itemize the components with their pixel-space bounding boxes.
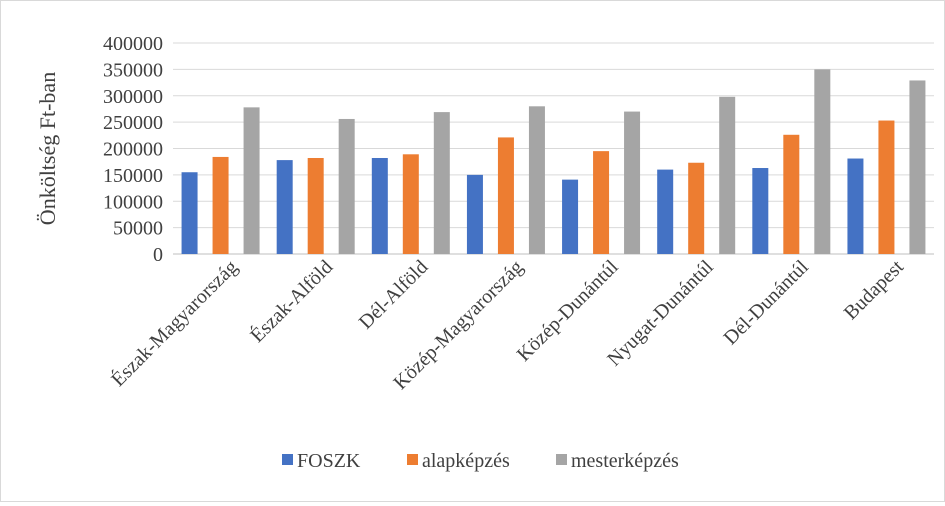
y-tick-label: 150000: [103, 165, 163, 187]
bar-alapkepzes: [878, 120, 895, 254]
bar-alapkepzes: [593, 151, 610, 254]
y-tick-label: 100000: [103, 191, 163, 213]
bar-foszk: [657, 169, 674, 254]
bar-alapkepzes: [783, 134, 800, 254]
bar-alapkepzes: [497, 137, 514, 254]
legend-label: mesterképzés: [571, 450, 679, 472]
bar-mesterkepzes: [624, 111, 641, 254]
bar-mesterkepzes: [243, 107, 260, 254]
x-category-label: Észak-Magyarország: [106, 255, 242, 391]
x-category-labels: Észak-Magyarország Észak-Alföld Dél-Alföld…: [106, 255, 908, 394]
bar-mesterkepzes: [909, 80, 926, 254]
bar-mesterkepzes: [433, 112, 450, 254]
bar-foszk: [181, 172, 198, 254]
y-tick-label: 350000: [103, 59, 163, 81]
y-axis-title: Önköltség Ft-ban: [35, 72, 60, 225]
y-tick-label: 400000: [103, 33, 163, 55]
bar-foszk: [371, 157, 388, 254]
y-tick-label: 200000: [103, 139, 163, 161]
legend-label: FOSZK: [297, 450, 361, 472]
gridlines: [173, 42, 934, 255]
legend-swatch: [407, 454, 418, 465]
bar-alapkepzes: [402, 154, 419, 254]
y-tick-label: 50000: [113, 218, 163, 240]
bar-alapkepzes: [212, 156, 229, 254]
bars: [181, 69, 926, 255]
bar-mesterkepzes: [528, 106, 545, 254]
x-category-label: Közép-Dunántúl: [513, 256, 623, 366]
x-category-label: Budapest: [840, 256, 909, 325]
bar-foszk: [466, 174, 483, 254]
bar-foszk: [276, 160, 293, 254]
bar-foszk: [562, 179, 579, 254]
x-category-label: Észak-Alföld: [246, 255, 338, 347]
y-tick-label: 250000: [103, 112, 163, 134]
y-tick-labels: 0 50000 100000 150000 200000 250000 300000 3500…: [103, 33, 163, 266]
bar-alapkepzes: [688, 162, 705, 254]
bar-foszk: [847, 158, 864, 254]
bar-foszk: [752, 168, 769, 254]
legend-swatch: [556, 454, 567, 465]
legend: FOSZK alapképzés mesterképzés: [282, 450, 679, 472]
legend-label: alapképzés: [422, 450, 510, 472]
legend-swatch: [282, 454, 293, 465]
bar-alapkepzes: [307, 157, 324, 254]
bar-mesterkepzes: [338, 118, 355, 255]
x-category-label: Dél-Alföld: [355, 256, 433, 334]
bar-mesterkepzes: [719, 96, 736, 255]
bar-mesterkepzes: [814, 69, 831, 254]
y-tick-label: 0: [153, 244, 163, 266]
y-tick-label: 300000: [103, 86, 163, 108]
x-category-label: Dél-Dunántúl: [720, 256, 814, 350]
